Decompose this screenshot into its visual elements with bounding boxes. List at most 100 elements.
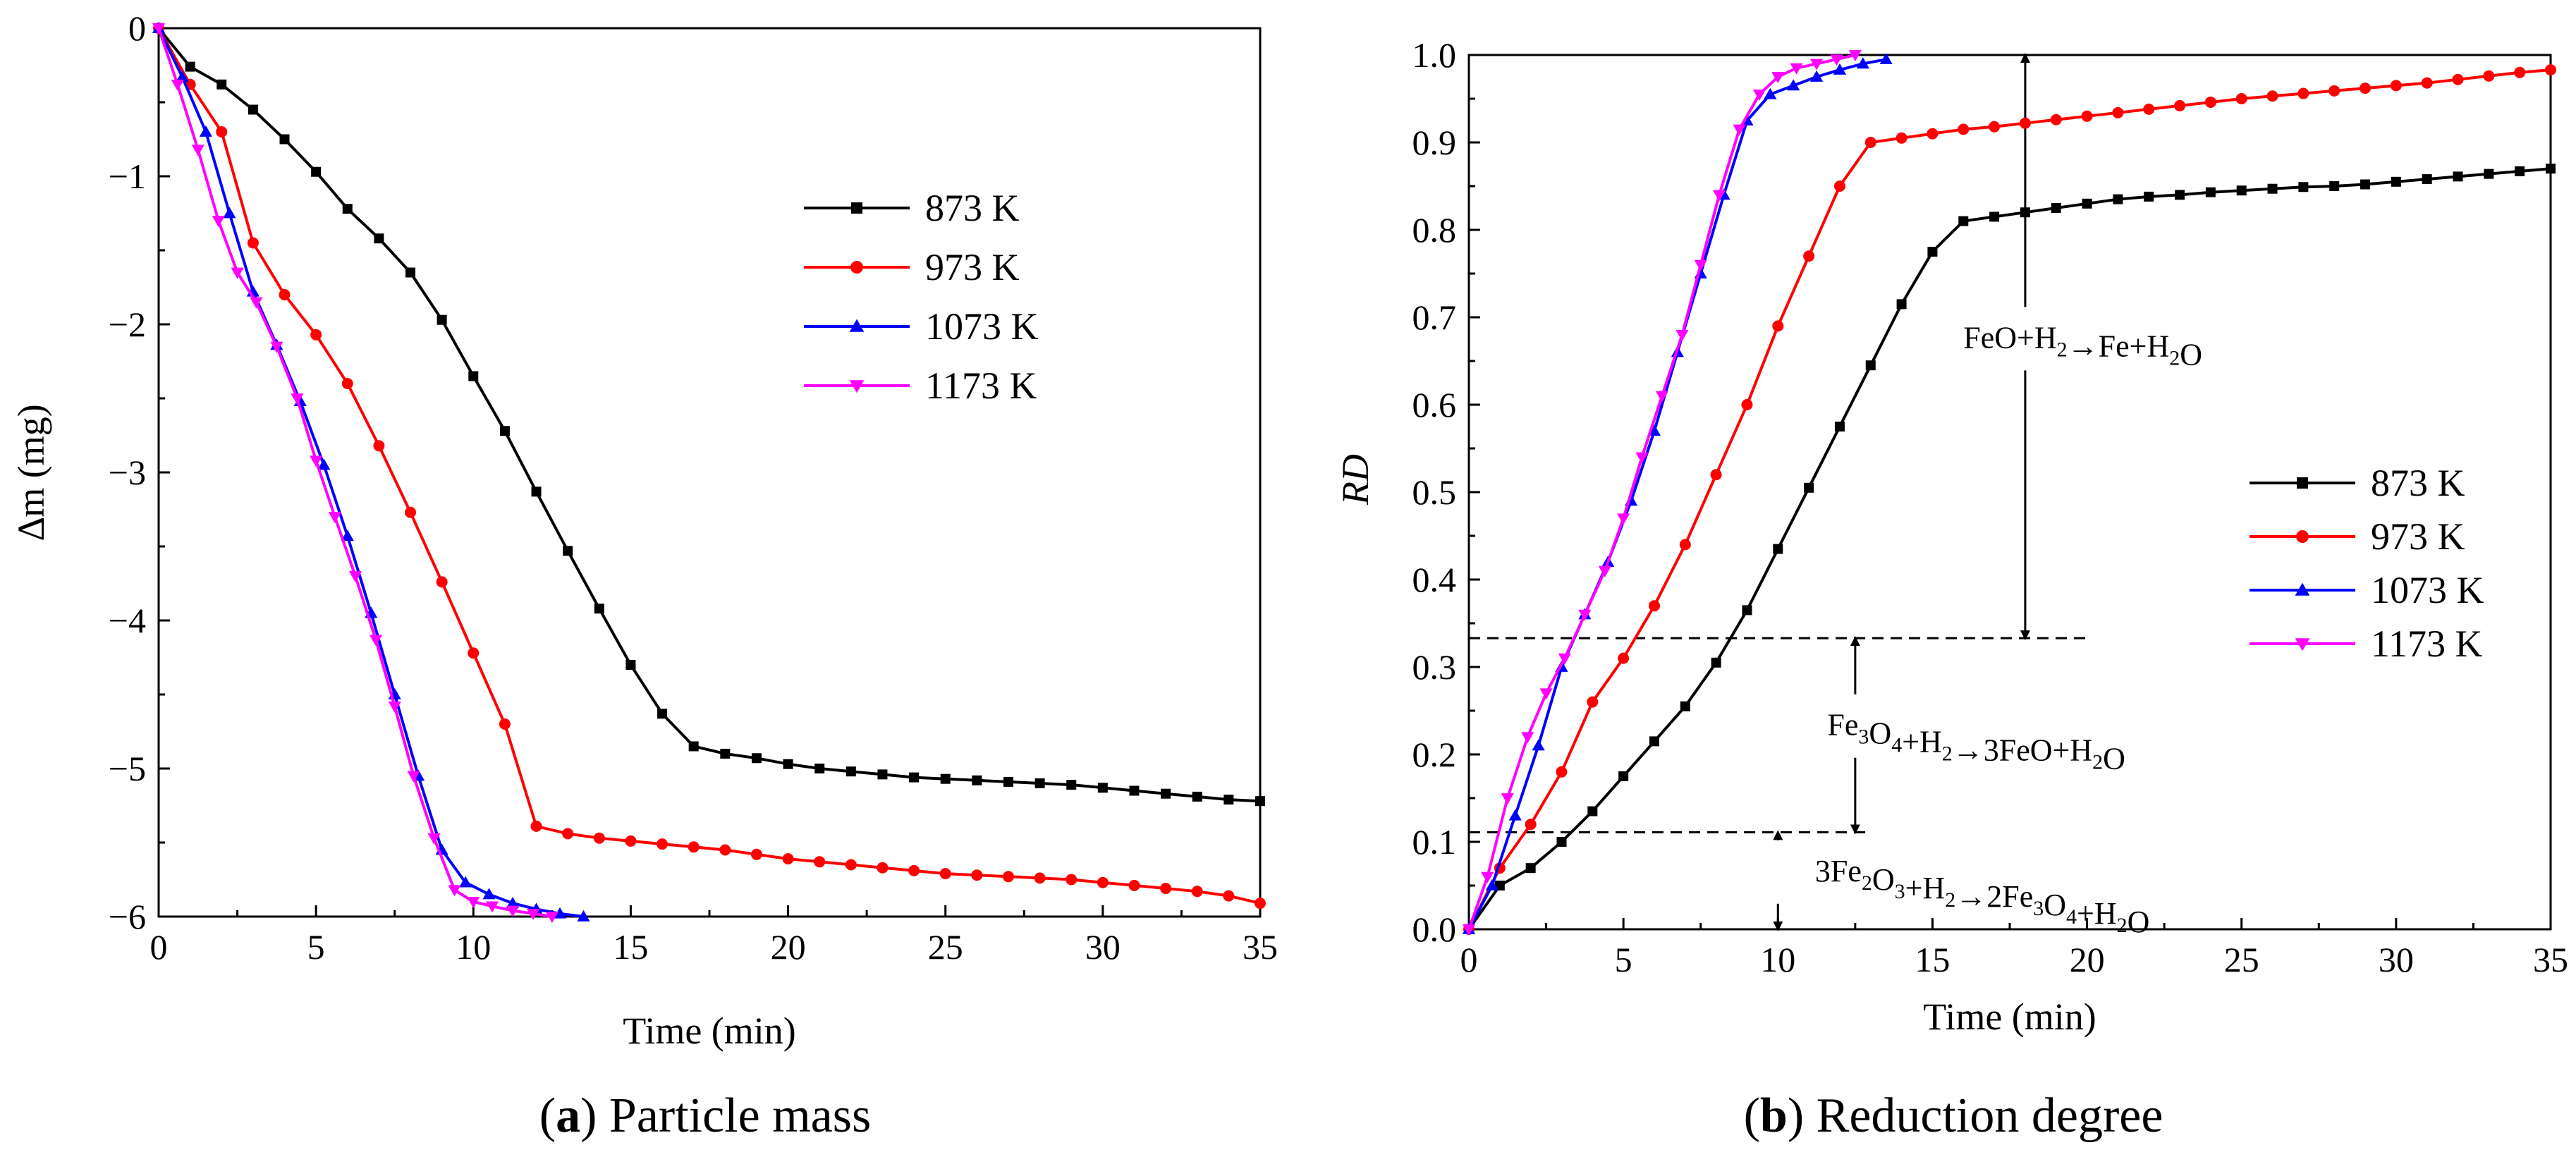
data-point xyxy=(436,576,448,588)
data-point xyxy=(2112,106,2124,118)
data-point xyxy=(1803,250,1815,262)
annotation-text-part: O xyxy=(1869,716,1891,751)
data-point xyxy=(427,833,441,845)
data-point xyxy=(405,267,416,278)
data-point xyxy=(849,380,865,393)
data-point xyxy=(1034,778,1045,788)
data-point xyxy=(310,329,322,341)
annotation-text-part: 2 xyxy=(1862,871,1872,895)
annotation-text-part: 3Fe xyxy=(1815,854,1862,888)
data-point xyxy=(152,23,166,35)
data-point xyxy=(467,897,480,909)
legend: 873 K 973 K 1073 K 1173 K xyxy=(804,187,1039,407)
annotation-text-part: O xyxy=(2180,337,2202,372)
x-tick-label: 15 xyxy=(1915,940,1950,979)
data-point xyxy=(279,289,291,300)
data-point xyxy=(719,844,731,856)
data-point xyxy=(1712,190,1726,202)
data-point xyxy=(1161,788,1171,799)
data-point xyxy=(2019,117,2031,129)
data-point xyxy=(625,660,636,670)
panel-caption: (b) Reduction degree xyxy=(1744,1089,2163,1143)
data-point xyxy=(2484,169,2494,179)
reaction-annotation: 3Fe2O3+H2→2Fe3O4+H2O xyxy=(1815,854,2150,939)
data-point xyxy=(2452,73,2464,85)
data-point xyxy=(2050,114,2062,126)
data-point xyxy=(199,125,213,137)
data-point xyxy=(1578,609,1592,621)
data-point xyxy=(625,835,637,847)
data-point xyxy=(2297,477,2308,489)
caption-paren: ) xyxy=(1788,1089,1817,1143)
x-tick-label: 15 xyxy=(613,927,648,967)
data-point xyxy=(593,832,605,844)
legend-label: 1073 K xyxy=(2371,569,2484,611)
data-point xyxy=(1764,87,1777,99)
data-point xyxy=(1752,89,1766,101)
y-tick-label: 0.7 xyxy=(1412,298,1457,337)
data-point xyxy=(317,458,331,470)
data-point xyxy=(1521,732,1534,744)
annotation-text-part: 3 xyxy=(1858,726,1869,749)
data-point xyxy=(2329,181,2340,191)
data-point xyxy=(657,709,668,719)
data-point xyxy=(845,859,857,871)
data-point xyxy=(1694,259,1707,271)
data-point xyxy=(506,905,520,917)
annotation-text-part: →2Fe xyxy=(1955,879,2033,914)
data-point xyxy=(2360,82,2371,94)
data-point xyxy=(814,764,825,773)
data-point xyxy=(1501,793,1514,805)
legend-item: 973 K xyxy=(804,246,1020,288)
series-873-k xyxy=(154,23,1265,807)
x-tick-label: 30 xyxy=(1085,927,1121,967)
annotation-text-part: →Fe+H xyxy=(2068,329,2170,363)
data-point xyxy=(1648,600,1660,612)
data-point xyxy=(231,267,244,279)
data-point xyxy=(1927,247,1938,257)
data-point xyxy=(291,393,304,405)
data-point xyxy=(877,769,888,780)
data-point xyxy=(2236,185,2247,196)
data-point xyxy=(2113,194,2123,204)
data-point xyxy=(1790,63,1803,75)
data-point xyxy=(783,759,793,769)
data-point xyxy=(851,202,862,214)
y-tick-label: −5 xyxy=(109,749,146,788)
data-point xyxy=(1927,128,1939,140)
annotation-text-part: Fe xyxy=(1827,708,1858,742)
data-point xyxy=(499,426,510,436)
annotation-text-part: 2 xyxy=(1945,888,1955,912)
data-point xyxy=(1772,320,1784,332)
data-point xyxy=(1160,883,1172,895)
x-tick-label: 0 xyxy=(1460,940,1478,979)
data-point xyxy=(939,868,951,880)
data-point xyxy=(328,512,342,524)
data-point xyxy=(482,888,496,900)
y-tick-label: −4 xyxy=(109,601,146,640)
chart-particle-mass: 0 5 10 15 20 25 30 35 0 −1 −2 −3 −4 −5 −6 Time (min) ∆m … xyxy=(10,8,1278,1143)
series-973-k xyxy=(153,23,1266,910)
legend-item: 1073 K xyxy=(2250,569,2484,611)
data-point xyxy=(2295,638,2310,651)
y-tick-label: 0.1 xyxy=(1412,822,1457,862)
data-point xyxy=(341,378,353,389)
data-point xyxy=(657,838,669,850)
data-point xyxy=(2051,203,2061,213)
data-point xyxy=(1958,123,1970,135)
data-point xyxy=(1485,879,1498,890)
y-tick-label: 0.8 xyxy=(1412,210,1457,250)
data-point xyxy=(1958,216,1969,226)
data-point xyxy=(2514,66,2526,78)
data-point xyxy=(553,907,567,919)
legend-label: 1173 K xyxy=(925,365,1037,407)
data-point xyxy=(216,79,227,90)
data-point xyxy=(1710,469,1722,481)
legend-item: 1073 K xyxy=(804,305,1039,348)
caption-paren: ) xyxy=(580,1089,609,1143)
data-point xyxy=(437,314,447,325)
y-tick-label: 1.0 xyxy=(1412,35,1457,75)
series-line xyxy=(1467,167,2551,931)
data-point xyxy=(530,820,542,832)
data-point xyxy=(1771,72,1785,84)
